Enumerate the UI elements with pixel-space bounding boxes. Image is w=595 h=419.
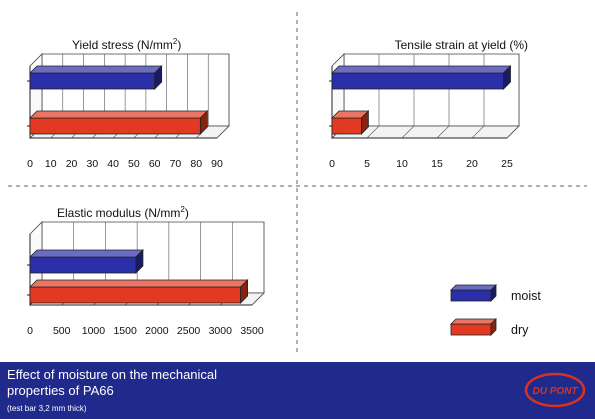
- tick-label: 25: [501, 158, 513, 170]
- tick-label: 5: [364, 158, 370, 170]
- bar-dry-top: [29, 110, 209, 119]
- bar-moist-top: [29, 65, 163, 74]
- title-superscript: 2: [173, 37, 178, 46]
- chart-yield-stress: 0 10 20 30 40 50 60 70 80 90 Yield stress (N/mm2): [27, 37, 230, 170]
- title-end: ): [177, 38, 181, 52]
- gridline-floor: [506, 125, 520, 139]
- bar-dry-front: [29, 117, 201, 135]
- tick-label: 0: [329, 158, 335, 170]
- tick-label: 70: [170, 158, 182, 170]
- tick-label: 500: [53, 325, 71, 337]
- tick-label: 10: [396, 158, 408, 170]
- logo-oval: [524, 372, 586, 408]
- bar-dry-front: [331, 117, 362, 135]
- title-main: Yield stress (N/mm: [72, 38, 173, 52]
- gridline-floor: [436, 125, 450, 139]
- tick-label: 50: [128, 158, 140, 170]
- tick-label: 15: [431, 158, 443, 170]
- bar-moist-front: [331, 72, 504, 90]
- logo-text: DU PONT: [533, 386, 579, 397]
- caption-bar: Effect of moisture on the mechanical pro…: [0, 362, 595, 419]
- bar-moist-side: [154, 65, 163, 90]
- caption-title: Effect of moisture on the mechanical pro…: [7, 367, 327, 399]
- tick-label: 0: [27, 325, 33, 337]
- bar-moist-side: [135, 249, 144, 274]
- back-wall: [343, 53, 520, 127]
- chart-elastic-modulus: 0 500 1000 1500 2000 2500 3000 3500 Elastic modu…: [27, 205, 265, 337]
- gridline-floor: [401, 125, 415, 139]
- bar-dry-side: [360, 110, 369, 135]
- bar-moist-front: [29, 256, 137, 274]
- tick-label: 3000: [209, 325, 233, 337]
- dupont-logo: DU PONT: [524, 372, 586, 408]
- gridline-floor: [366, 125, 380, 139]
- chart-title-elastic-modulus: Elastic modulus (N/mm2): [57, 205, 189, 220]
- tick-label: 2000: [145, 325, 169, 337]
- caption-note: (test bar 3,2 mm thick): [7, 404, 87, 413]
- bar-moist-top: [29, 249, 144, 258]
- chart-title-tensile-strain: Tensile strain at yield (%): [395, 38, 528, 52]
- bar-moist-front: [29, 72, 156, 90]
- title-superscript: 2: [180, 205, 185, 214]
- title-end: ): [185, 206, 189, 220]
- tick-label: 3500: [240, 325, 264, 337]
- legend-swatch-dry-front: [450, 323, 492, 336]
- legend-swatch-dry-top: [450, 318, 497, 325]
- bar-dry-top: [29, 279, 249, 288]
- chart-title-yield-stress: Yield stress (N/mm2): [72, 37, 181, 52]
- legend-swatch-moist-top: [450, 284, 497, 291]
- tick-label: 1500: [113, 325, 137, 337]
- tick-label: 0: [27, 158, 33, 170]
- chart-tensile-strain: 0 5 10 15 20 25 Tensile strain at yield (%): [329, 38, 528, 170]
- tick-label: 20: [66, 158, 78, 170]
- legend-swatch-moist-side: [490, 284, 497, 302]
- legend-swatch-moist-front: [450, 289, 492, 302]
- bar-moist-side: [503, 65, 511, 90]
- tick-label: 80: [190, 158, 202, 170]
- tick-label: 30: [86, 158, 98, 170]
- bar-moist-top: [331, 65, 512, 74]
- tick-label: 40: [107, 158, 119, 170]
- legend: moist dry: [450, 284, 541, 337]
- title-main: Tensile strain at yield (%): [395, 38, 528, 52]
- bar-dry-front: [29, 286, 241, 304]
- tick-label: 2500: [177, 325, 201, 337]
- caption-line-1: Effect of moisture on the mechanical: [7, 367, 218, 382]
- caption-line-2: properties of PA66: [7, 383, 114, 398]
- tick-label: 20: [466, 158, 478, 170]
- legend-label-moist: moist: [511, 289, 541, 303]
- legend-label-dry: dry: [511, 323, 529, 337]
- bar-dry-side: [240, 279, 248, 304]
- bar-dry-side: [199, 110, 208, 135]
- tick-label: 60: [149, 158, 161, 170]
- title-main: Elastic modulus (N/mm: [57, 206, 180, 220]
- tick-label: 90: [211, 158, 223, 170]
- gridline-floor: [216, 125, 230, 139]
- tick-label: 10: [45, 158, 57, 170]
- gridline-floor: [471, 125, 485, 139]
- gridline-floor: [251, 292, 265, 306]
- tick-label: 1000: [82, 325, 106, 337]
- legend-swatch-dry-side: [490, 318, 497, 336]
